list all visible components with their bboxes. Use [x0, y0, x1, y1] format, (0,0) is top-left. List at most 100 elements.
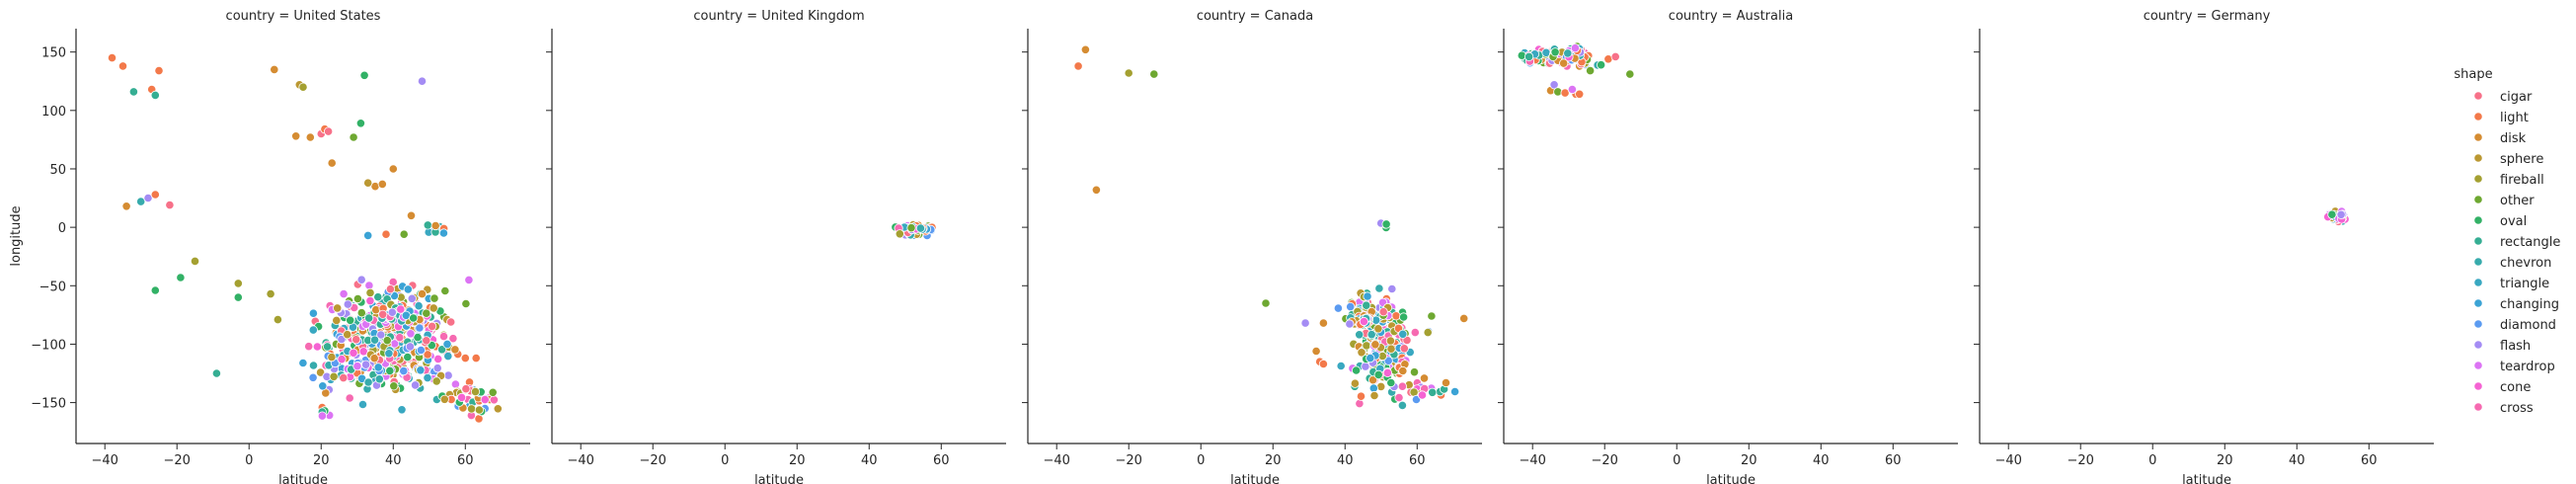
facet-title: country = Germany: [2144, 9, 2271, 24]
data-point: [456, 392, 467, 402]
data-point: [446, 317, 456, 327]
data-point: [440, 285, 450, 296]
data-point: [417, 76, 428, 86]
data-point: [352, 293, 362, 304]
data-point: [329, 371, 339, 381]
data-point: [1399, 344, 1409, 354]
data-point: [1352, 365, 1362, 375]
legend-item: cone: [2473, 380, 2531, 395]
data-point: [337, 355, 347, 364]
data-point: [1459, 313, 1469, 323]
data-point: [422, 308, 431, 318]
data-point: [915, 223, 926, 233]
data-point: [1355, 398, 1365, 409]
data-point: [1300, 318, 1310, 328]
data-point: [291, 131, 301, 141]
legend-label: disk: [2500, 131, 2527, 146]
legend-item: sphere: [2473, 152, 2543, 167]
data-point: [406, 329, 416, 339]
data-point: [1370, 340, 1380, 350]
data-point: [397, 405, 407, 415]
data-point: [1362, 300, 1371, 310]
data-point: [233, 292, 243, 302]
facet-panel: country = United Kingdom −40 −20 0 20 40 60 lat…: [546, 9, 1006, 484]
data-point: [1091, 185, 1102, 195]
data-point: [339, 288, 349, 299]
data-point: [1261, 298, 1271, 308]
data-point: [364, 313, 374, 323]
data-point: [373, 363, 383, 372]
y-axis-label: longitude: [9, 205, 24, 266]
data-point: [1387, 283, 1397, 294]
data-point: [211, 368, 221, 378]
data-point: [464, 275, 474, 284]
data-point: [403, 352, 413, 363]
data-point: [906, 223, 916, 233]
legend-label: rectangle: [2500, 235, 2560, 250]
data-point: [150, 285, 160, 295]
legend-marker: [2473, 215, 2483, 225]
data-point: [333, 303, 343, 313]
data-point: [450, 345, 460, 355]
x-tick-label: −40: [1994, 453, 2021, 468]
data-point: [351, 335, 361, 345]
data-point: [355, 119, 365, 128]
legend-marker: [2473, 402, 2483, 412]
legend-title: shape: [2454, 67, 2492, 82]
data-point: [409, 313, 419, 323]
legend-label: triangle: [2500, 277, 2549, 291]
data-point: [349, 348, 358, 358]
legend-marker: [2473, 319, 2483, 329]
data-point: [1385, 336, 1396, 346]
data-point: [414, 301, 424, 311]
legend-item: cigar: [2473, 90, 2533, 105]
data-point: [1441, 377, 1451, 388]
data-point: [461, 384, 471, 394]
data-point: [438, 228, 448, 238]
y-tick-label: 50: [49, 163, 66, 178]
data-point: [308, 372, 318, 382]
data-point: [322, 342, 333, 352]
data-point: [1336, 361, 1346, 371]
data-point: [1398, 329, 1408, 339]
legend-item: triangle: [2473, 277, 2549, 291]
data-point: [395, 333, 405, 343]
x-tick-label: 0: [1197, 453, 1205, 468]
data-point: [1386, 344, 1396, 354]
legend-marker: [2473, 132, 2483, 142]
legend-item: fireball: [2473, 173, 2544, 188]
legend-item: cross: [2473, 401, 2534, 416]
data-point: [359, 70, 369, 80]
x-tick-label: 20: [313, 453, 330, 468]
data-point: [343, 299, 352, 309]
legend-marker: [2473, 153, 2483, 163]
y-tick-label: −100: [31, 338, 66, 353]
data-point: [107, 52, 117, 63]
legend-label: diamond: [2500, 318, 2556, 333]
data-point: [363, 230, 373, 240]
legend-marker: [2473, 236, 2483, 246]
data-point: [2336, 209, 2346, 219]
facet-title: country = Australia: [1669, 9, 1793, 24]
x-tick-label: 40: [385, 453, 402, 468]
legend-label: oval: [2500, 214, 2527, 229]
data-point: [436, 345, 447, 355]
legend-marker: [2473, 257, 2483, 267]
data-point: [388, 164, 398, 174]
legend-marker: [2473, 298, 2483, 308]
data-point: [1149, 69, 1159, 79]
data-point: [432, 363, 442, 373]
data-point: [1610, 51, 1620, 62]
data-point: [423, 372, 432, 383]
y-tick-label: 0: [58, 221, 66, 236]
data-point: [385, 365, 395, 375]
data-point: [1345, 319, 1355, 329]
data-point: [327, 352, 337, 363]
data-point: [1373, 369, 1383, 379]
legend-item: chevron: [2473, 256, 2551, 271]
data-point: [442, 339, 452, 349]
data-point: [376, 330, 386, 340]
data-point: [273, 314, 282, 325]
data-point: [387, 307, 397, 317]
data-point: [1073, 61, 1083, 71]
